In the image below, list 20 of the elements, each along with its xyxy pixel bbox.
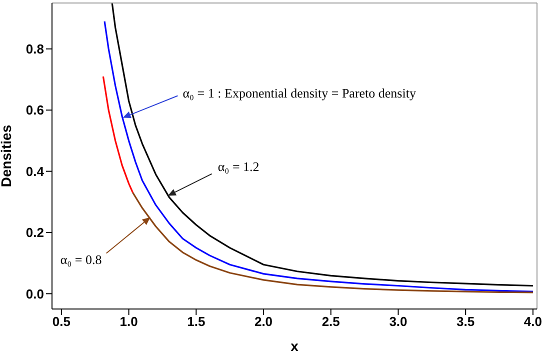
y-tick-label: 0.4 (26, 164, 45, 179)
x-tick-label: 2.5 (322, 314, 340, 330)
x-tick-label: 2.0 (254, 314, 273, 330)
x-tick-label: 3.0 (389, 314, 408, 330)
annotation: α₀ = 1 : Exponential density = Pareto density (182, 86, 416, 101)
y-axis-title: Densities (0, 124, 14, 188)
line-series (102, 76, 134, 194)
annotation: α₀ = 1.2 (218, 158, 260, 174)
annotation: α₀ = 0.8 (60, 252, 102, 268)
y-tick-label: 0.6 (26, 102, 44, 118)
y-tick-label: 0.0 (26, 286, 44, 302)
x-tick-label: 0.5 (52, 314, 70, 330)
x-tick-label: 1.5 (187, 314, 206, 330)
x-tick-label: 1.0 (120, 314, 138, 330)
y-tick-label: 0.8 (26, 42, 44, 57)
x-axis-title: x (290, 338, 299, 354)
line-series (132, 192, 534, 294)
x-tick-label: 4.0 (524, 314, 542, 330)
y-tick-label: 0.2 (26, 225, 44, 240)
x-tick-label: 3.5 (456, 314, 475, 330)
